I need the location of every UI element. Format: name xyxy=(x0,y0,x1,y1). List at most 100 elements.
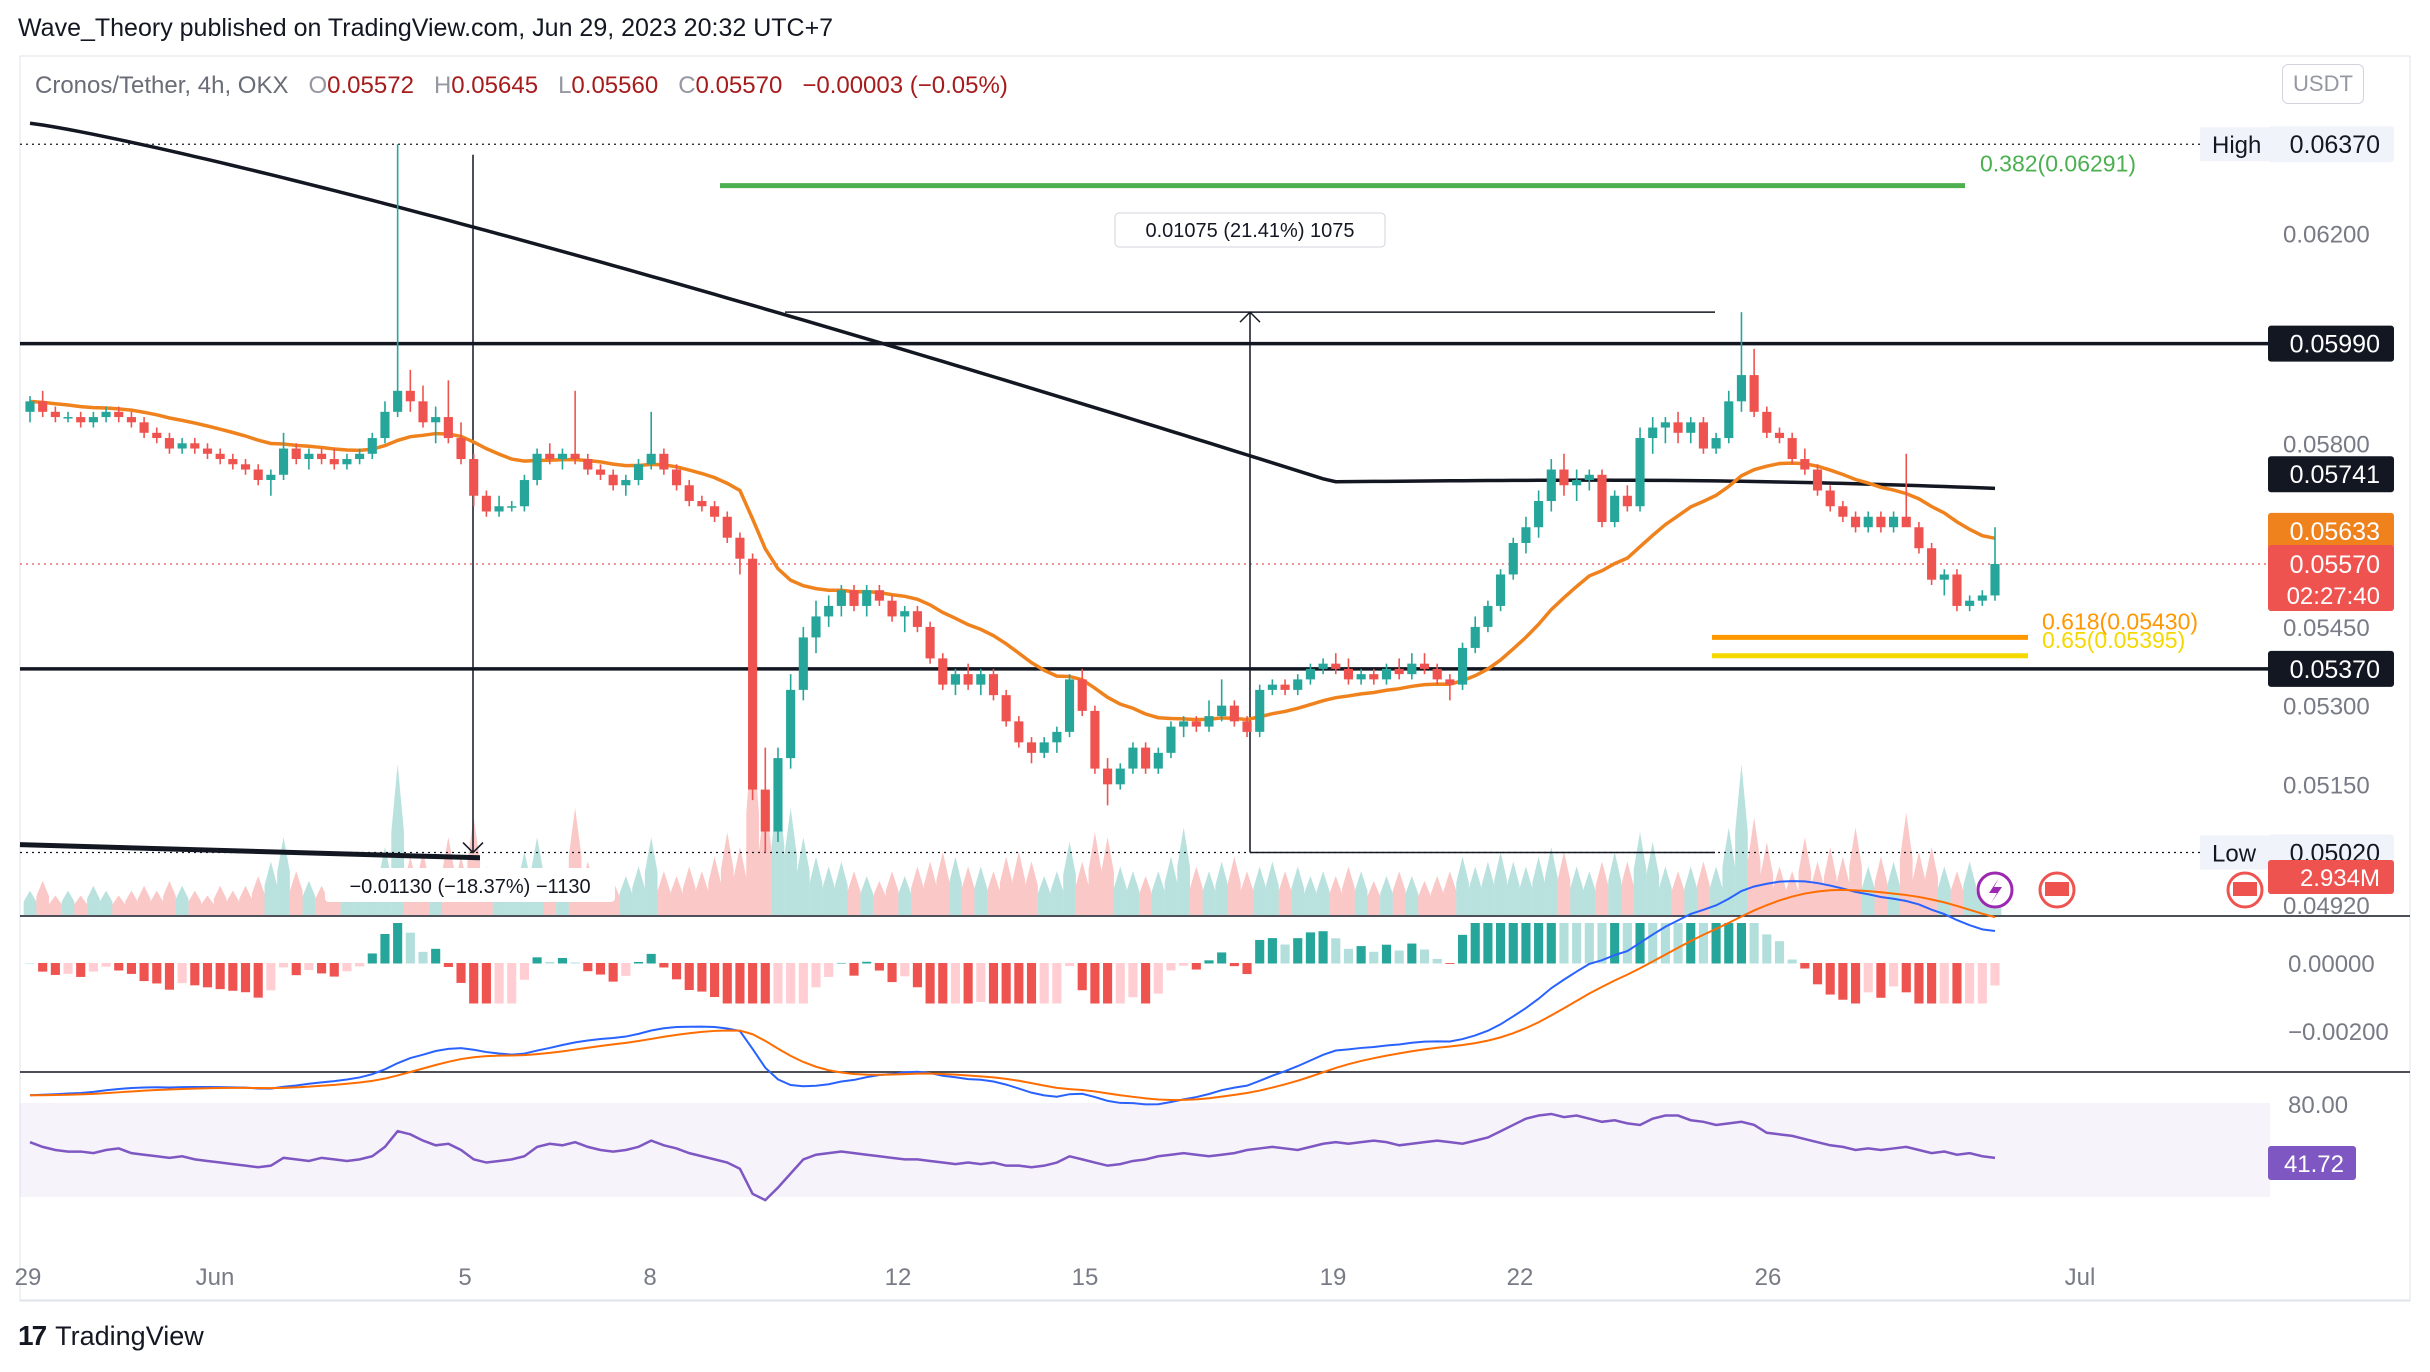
volume-bar xyxy=(1671,871,1685,915)
candle-body xyxy=(431,417,441,423)
candle-body xyxy=(1064,679,1075,732)
macd-histogram-bar xyxy=(570,962,580,964)
macd-histogram-bar xyxy=(1369,951,1379,964)
macd-histogram-bar xyxy=(608,963,618,982)
candle-body xyxy=(1090,710,1100,769)
macd-histogram-bar xyxy=(101,963,111,967)
volume-bar xyxy=(1063,841,1076,915)
candle-body xyxy=(418,401,428,423)
candle-body xyxy=(1889,516,1899,528)
volume-bar xyxy=(1113,866,1127,915)
fib-level-label: 0.382(0.06291) xyxy=(1980,151,2136,177)
volume-bar xyxy=(315,885,328,915)
macd-axis-tick: −0.00200 xyxy=(2288,1019,2389,1046)
footer: 17 TradingView xyxy=(18,1320,204,1352)
last-price-label: 0.05570 xyxy=(2290,551,2380,579)
macd-histogram-bar xyxy=(1318,931,1328,964)
candle-body xyxy=(583,459,593,470)
macd-line xyxy=(29,880,1996,1106)
candle-body xyxy=(671,469,682,486)
volume-bar xyxy=(1037,876,1051,915)
volume-bar xyxy=(873,880,886,915)
candle-body xyxy=(1774,432,1785,439)
candle-body xyxy=(1153,752,1163,769)
macd-histogram-bar xyxy=(139,963,149,982)
macd-histogram-bar xyxy=(1115,963,1125,1004)
volume-bar xyxy=(1747,817,1761,915)
macd-histogram-bar xyxy=(1724,923,1734,964)
currency-button[interactable]: USDT xyxy=(2282,64,2364,104)
y-axis-tick: 0.06200 xyxy=(2283,221,2370,248)
macd-histogram-bar xyxy=(1534,923,1544,964)
volume-bar xyxy=(1836,856,1850,915)
macd-histogram-bar xyxy=(1432,958,1442,964)
candle-body xyxy=(976,674,986,685)
candle-body xyxy=(1039,742,1049,753)
macd-histogram-bar xyxy=(836,962,846,964)
volume-bar xyxy=(87,885,100,915)
volume-bar xyxy=(720,832,734,915)
volume-bar xyxy=(61,890,75,915)
volume-bar xyxy=(1887,861,1900,915)
countdown-label: 02:27:40 xyxy=(2287,583,2380,610)
macd-histogram-bar xyxy=(253,963,263,998)
macd-histogram-bar xyxy=(1496,923,1506,964)
macd-histogram-bar xyxy=(1850,963,1861,1004)
arrow-head-down-icon xyxy=(462,842,484,854)
volume-bar xyxy=(1012,851,1026,915)
volume-bar xyxy=(1950,871,1964,915)
symbol-label[interactable]: Cronos/Tether, 4h, OKX xyxy=(35,72,289,99)
macd-histogram-bar xyxy=(1508,923,1518,964)
macd-histogram-bar xyxy=(671,963,682,980)
macd-histogram-bar xyxy=(1090,963,1100,1004)
candle-body xyxy=(1331,663,1341,669)
volume-bar xyxy=(796,837,810,915)
volume-bar xyxy=(961,866,975,915)
candle-body xyxy=(1990,563,2000,596)
candle-body xyxy=(1800,459,1810,470)
candle-body xyxy=(545,453,555,460)
macd-histogram-bar xyxy=(38,963,48,972)
candle-body xyxy=(1343,668,1354,680)
price-chart[interactable]: 0.382(0.06291) 0.618(0.05430)0.65(0.05395… xyxy=(0,0,2430,1320)
candle-body xyxy=(1115,768,1125,785)
macd-histogram-bar xyxy=(925,963,935,1004)
measure-down-box xyxy=(325,868,615,902)
volume-bar xyxy=(1582,871,1596,915)
rsi-axis-tick: 80.00 xyxy=(2288,1092,2348,1119)
volume-bar xyxy=(1899,812,1913,915)
macd-histogram-bar xyxy=(900,963,910,977)
macd-histogram-bar xyxy=(202,963,213,988)
candle-body xyxy=(1255,689,1265,732)
macd-histogram-bar xyxy=(1927,963,1937,1004)
macd-histogram-bar xyxy=(1698,923,1708,964)
macd-histogram-bar xyxy=(88,963,98,972)
macd-histogram-bar xyxy=(748,963,758,1004)
volume-bar xyxy=(1240,871,1254,915)
macd-histogram-bar xyxy=(1179,963,1189,966)
macd-histogram-bar xyxy=(1749,923,1759,964)
macd-histogram-bar xyxy=(1445,963,1455,964)
volume-bar xyxy=(860,876,874,915)
candle-body xyxy=(304,453,314,460)
trend-line xyxy=(19,842,481,861)
x-axis-tick: 8 xyxy=(643,1264,656,1291)
candle-body xyxy=(1673,422,1683,433)
macd-histogram-bar xyxy=(405,932,415,964)
candle-body xyxy=(1863,516,1873,528)
candle-body xyxy=(88,417,98,423)
candle-body xyxy=(1001,695,1011,722)
macd-histogram-bar xyxy=(697,963,707,992)
candle-body xyxy=(1052,731,1062,743)
macd-histogram-bar xyxy=(1064,963,1075,967)
volume-bar xyxy=(1354,871,1368,915)
macd-histogram-bar xyxy=(773,963,783,1004)
macd-histogram-bar xyxy=(443,963,453,967)
volume-bar xyxy=(898,876,912,915)
macd-histogram-bar xyxy=(938,963,948,1004)
volume-bar xyxy=(1963,861,1976,915)
macd-histogram-bar xyxy=(1128,963,1138,998)
macd-histogram-bar xyxy=(342,963,352,972)
macd-histogram-bar xyxy=(545,961,555,964)
candle-body xyxy=(481,495,491,512)
